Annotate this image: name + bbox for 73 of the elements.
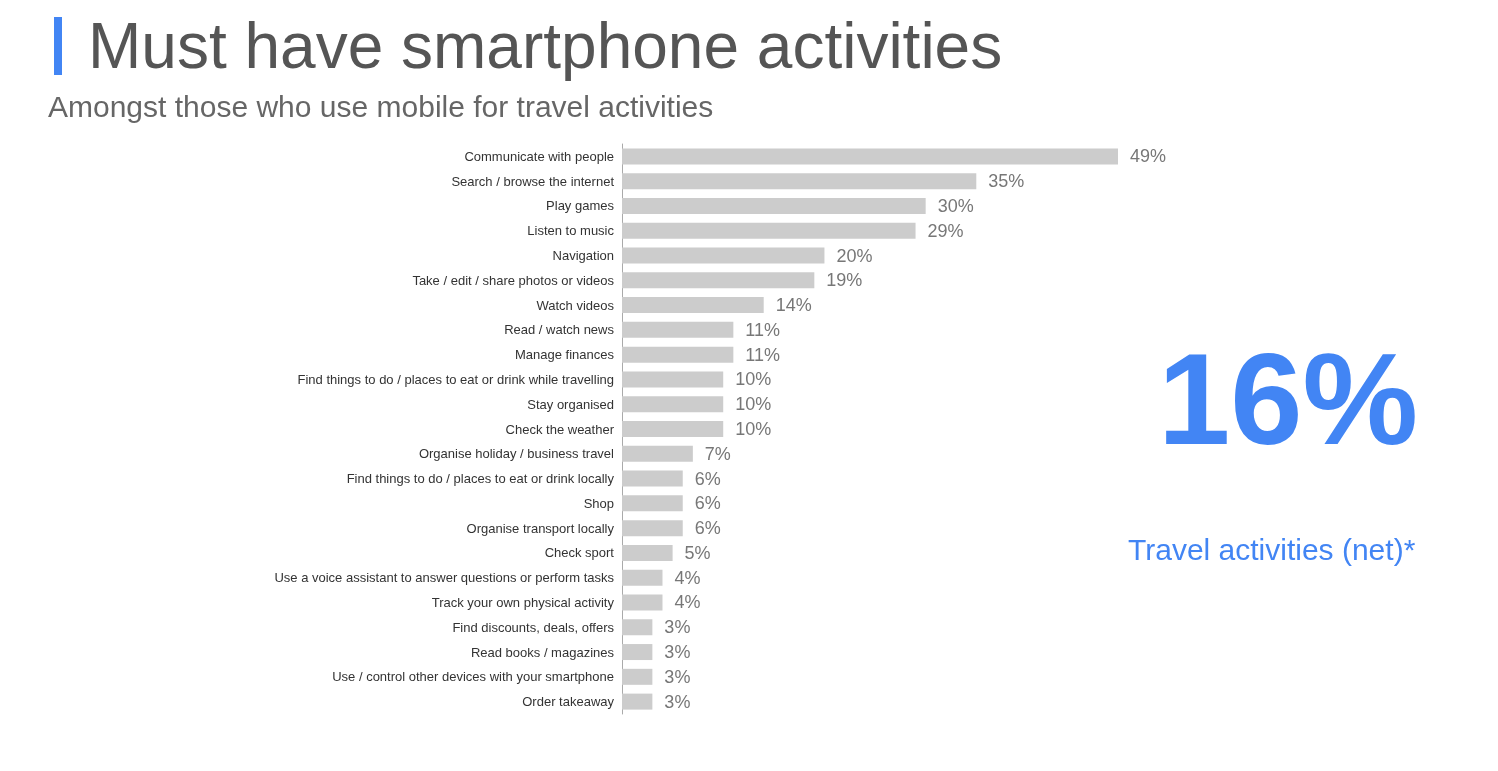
y-tick-label: Manage finances xyxy=(514,347,615,363)
data-label: 6% xyxy=(694,468,721,489)
y-tick-label: Check the weather xyxy=(505,421,615,437)
bar xyxy=(622,470,683,487)
y-tick-label: Watch videos xyxy=(536,297,615,313)
bar xyxy=(622,148,1118,165)
y-tick-label: Navigation xyxy=(552,248,614,264)
y-tick-label: Find things to do / places to eat or drink locally xyxy=(346,471,615,487)
text: Travel activities (net)* xyxy=(1128,532,1416,566)
data-label: 3% xyxy=(664,666,691,687)
text: 16% xyxy=(1158,326,1419,472)
data-label: 49% xyxy=(1130,146,1167,167)
data-label: 19% xyxy=(826,270,863,291)
y-tick-label: Organise transport locally xyxy=(466,520,615,536)
bar xyxy=(622,495,683,512)
data-label: 6% xyxy=(694,518,721,539)
y-tick-label: Stay organised xyxy=(527,396,614,412)
data-label: 3% xyxy=(664,617,691,638)
y-tick-label: Communicate with people xyxy=(464,148,614,164)
data-label: 30% xyxy=(937,195,974,216)
y-tick-label: Find discounts, deals, offers xyxy=(452,619,615,635)
bar xyxy=(622,222,916,239)
data-label: 3% xyxy=(664,691,691,712)
text: Amongst those who use mobile for travel activities xyxy=(48,90,715,124)
y-tick-label: Shop xyxy=(583,495,614,511)
bar xyxy=(622,346,734,363)
y-tick-label: Take / edit / share photos or videos xyxy=(412,272,615,288)
y-tick-label: Use / control other devices with your smartphone xyxy=(332,669,614,685)
bar xyxy=(622,619,653,636)
bar xyxy=(622,272,815,289)
data-label: 10% xyxy=(735,369,772,390)
y-tick-label: Read books / magazines xyxy=(470,644,615,660)
bar xyxy=(622,569,663,586)
data-label: 35% xyxy=(988,171,1025,192)
data-label: 11% xyxy=(745,319,781,340)
bar xyxy=(622,644,653,661)
y-tick-label: Use a voice assistant to answer questions or perform tasks xyxy=(274,570,615,586)
bar xyxy=(622,321,734,338)
data-label: 5% xyxy=(684,542,711,563)
y-tick-label: Order takeaway xyxy=(522,694,615,710)
y-tick-label: Search / browse the internet xyxy=(451,173,615,189)
bar xyxy=(622,668,653,685)
bar xyxy=(622,594,663,611)
bar xyxy=(622,520,683,537)
y-tick-label: Listen to music xyxy=(527,223,615,239)
y-tick-label: Read / watch news xyxy=(504,322,615,338)
bar xyxy=(622,297,764,314)
data-label: 11% xyxy=(745,344,781,365)
data-label: 3% xyxy=(664,642,691,663)
bar xyxy=(622,371,724,388)
bar xyxy=(622,544,673,561)
y-tick-label: Find things to do / places to eat or drink while travelling xyxy=(297,371,614,387)
bar xyxy=(622,247,825,264)
y-tick-label: Play games xyxy=(546,198,615,214)
data-label: 10% xyxy=(735,394,772,415)
bar xyxy=(622,693,653,710)
bar xyxy=(622,396,724,413)
data-label: 20% xyxy=(836,245,873,266)
data-label: 29% xyxy=(927,220,964,241)
y-tick-label: Check sport xyxy=(544,545,615,561)
bar xyxy=(622,445,693,462)
bar xyxy=(622,421,724,437)
data-label: 6% xyxy=(694,493,721,514)
y-tick-label: Track your own physical activity xyxy=(431,594,615,610)
bar xyxy=(622,197,926,214)
data-label: 10% xyxy=(735,419,772,439)
data-label: 7% xyxy=(704,443,731,464)
y-tick-label: Organise holiday / business travel xyxy=(418,446,615,462)
data-label: 4% xyxy=(674,567,701,588)
chart-title: Must have smartphone activities xyxy=(88,10,1003,82)
data-label: 14% xyxy=(775,295,812,316)
data-label: 4% xyxy=(674,592,701,613)
bar xyxy=(622,173,977,190)
